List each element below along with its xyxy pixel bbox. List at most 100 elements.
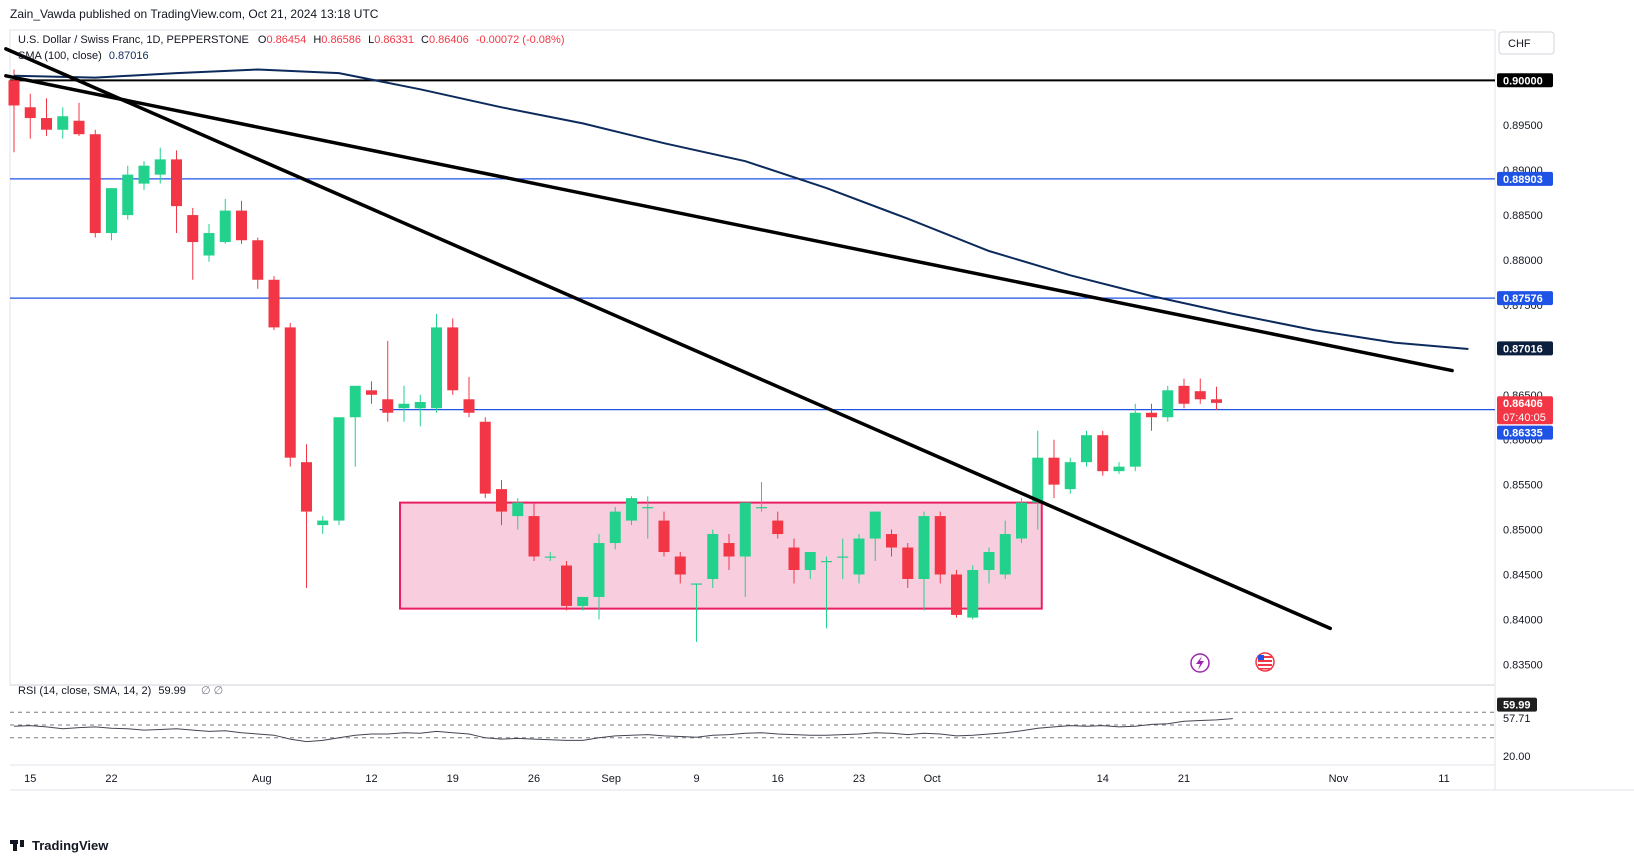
candle-body (544, 556, 556, 558)
date-tick-label: Nov (1329, 773, 1349, 785)
lightning-icon[interactable] (1190, 653, 1210, 673)
svg-text:0.86335: 0.86335 (1503, 428, 1543, 440)
price-tick-label: 0.88500 (1503, 210, 1543, 222)
candle-body (723, 543, 735, 557)
legend-o-label: O (258, 34, 267, 46)
tradingview-logo-icon (10, 840, 28, 851)
footer-brand-label: TradingView (32, 838, 109, 853)
candle-body (463, 399, 475, 413)
candle-body (902, 547, 914, 579)
candle-body (756, 507, 767, 509)
candle-body (479, 421, 491, 494)
footer-brand[interactable]: TradingView (10, 838, 108, 853)
candle-body (999, 534, 1011, 575)
candle-body (1194, 391, 1206, 400)
svg-text:0.88903: 0.88903 (1503, 174, 1543, 186)
svg-text:0.87576: 0.87576 (1503, 293, 1543, 305)
date-tick-label: 26 (528, 773, 540, 785)
candle-body (447, 327, 459, 391)
price-tick-label: 0.85500 (1503, 480, 1543, 492)
candle-body (1032, 457, 1044, 503)
publish-header: Zain_Vawda published on TradingView.com,… (10, 7, 379, 21)
price-pill-last: 0.86406 07:40:05 (1497, 396, 1553, 425)
candle-body (41, 118, 52, 130)
price-tick-label: 0.88000 (1503, 255, 1543, 267)
candle-body (1113, 466, 1125, 472)
candle-body (967, 569, 979, 618)
price-pill-0863: 0.86335 (1497, 425, 1553, 440)
candle-body (8, 80, 20, 106)
candle-body (707, 534, 719, 579)
candle-body (317, 520, 329, 526)
svg-text:0.87016: 0.87016 (1503, 343, 1543, 355)
date-tick-label: 19 (447, 773, 459, 785)
date-tick-label: 22 (105, 773, 117, 785)
sma-layer (13, 68, 1469, 350)
candle-body (1016, 502, 1027, 539)
candle-body (983, 552, 995, 570)
candle-body (561, 565, 572, 606)
price-tick-label: 0.84500 (1503, 569, 1543, 581)
rsi-label: RSI (14, close, SMA, 14, 2) (18, 685, 151, 697)
candle-body (1178, 385, 1190, 404)
legend-sma-line: SMA (100, close) 0.87016 (18, 50, 149, 62)
candle-body (1097, 435, 1109, 472)
candle-body (739, 502, 751, 557)
candle-body (333, 417, 345, 521)
rsi-value: 59.99 (158, 685, 186, 697)
trendline (4, 47, 1332, 631)
rsi-layer (10, 711, 1495, 743)
date-tick-label: 11 (1438, 773, 1449, 785)
candle-body (138, 165, 150, 184)
legend-line: U.S. Dollar / Swiss Franc, 1D, PEPPERSTO… (18, 34, 565, 46)
candle-body (918, 516, 930, 579)
candle-body (154, 159, 166, 175)
price-axis-ticks: 0.900000.895000.890000.885000.880000.875… (1503, 75, 1543, 671)
date-tick-label: Aug (252, 773, 272, 785)
candle-body (382, 399, 394, 413)
candle-body (788, 547, 800, 570)
horizontal-levels-layer (10, 79, 1495, 411)
candle-body (122, 174, 134, 216)
candle-body (398, 403, 410, 409)
candle-body (89, 134, 101, 234)
candle-body (772, 520, 784, 535)
candle-body (528, 516, 540, 557)
candle-body (1129, 412, 1141, 467)
us-flag-icon[interactable] (1255, 652, 1275, 672)
candle-body (366, 390, 377, 395)
legend-open: 0.86454 (266, 34, 306, 46)
candle-body (24, 107, 36, 119)
date-tick-label: 9 (693, 773, 699, 785)
candle-body (414, 401, 426, 409)
time-axis-ticks: 15 22 Aug 12 19 26 Sep 9 16 23 Oct 14 21 Nov 11 (24, 773, 1450, 785)
candle-body (1146, 412, 1157, 418)
legend-sma-label: SMA (100, close) (18, 50, 102, 62)
candle-body (268, 279, 280, 328)
candle-body (642, 507, 654, 509)
candle-body (951, 574, 962, 615)
rsi-level-b: 20.00 (1503, 751, 1531, 763)
legend-h-label: H (313, 34, 321, 46)
candle-body (658, 520, 670, 553)
candle-body (512, 502, 524, 517)
candle-body (219, 210, 231, 243)
price-pill-0889: 0.88903 (1497, 171, 1553, 186)
currency-button[interactable] (1498, 31, 1555, 55)
candle-body (203, 233, 215, 256)
rsi-pill: 59.99 (1497, 697, 1537, 712)
candle-body (626, 498, 637, 521)
svg-text:0.90000: 0.90000 (1503, 75, 1543, 87)
candle-body (853, 538, 865, 575)
price-pill-0875: 0.87576 (1497, 291, 1553, 306)
price-tick-label: 0.89500 (1503, 120, 1543, 132)
date-tick-label: Oct (924, 773, 941, 785)
date-tick-label: 23 (853, 773, 865, 785)
candle-body (57, 116, 69, 130)
candle-body (804, 552, 816, 570)
legend-low: 0.86331 (374, 34, 414, 46)
candle-body (187, 215, 199, 243)
rsi-flags: ∅ ∅ (201, 685, 223, 697)
candle-body (496, 489, 507, 512)
